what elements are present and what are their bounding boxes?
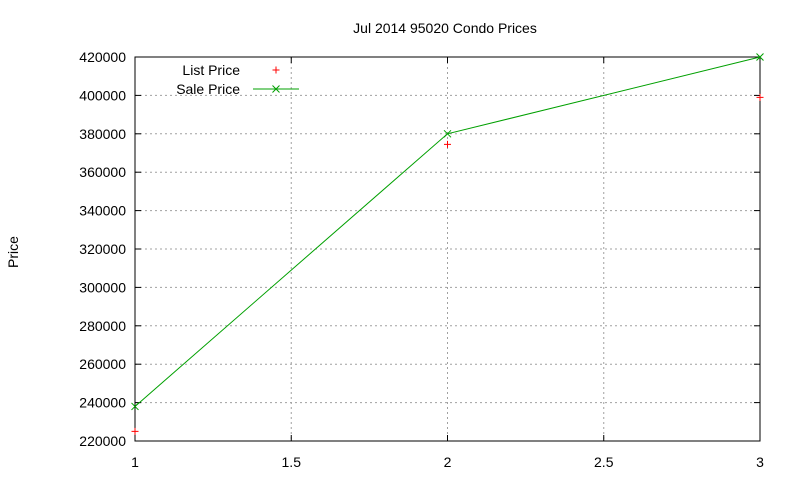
series bbox=[131, 53, 764, 435]
data-point bbox=[444, 140, 451, 148]
y-tick-label: 280000 bbox=[79, 318, 126, 334]
chart-title: Jul 2014 95020 Condo Prices bbox=[353, 20, 537, 36]
y-tick-label: 360000 bbox=[79, 164, 126, 180]
y-tick-label: 420000 bbox=[79, 49, 126, 65]
axis-ticks bbox=[134, 56, 761, 442]
legend-label: List Price bbox=[182, 62, 240, 78]
data-point bbox=[443, 129, 452, 138]
y-tick-label: 220000 bbox=[79, 433, 126, 449]
x-tick-label: 2.5 bbox=[594, 454, 614, 470]
x-tick-labels: 1 1.5 2 2.5 3 bbox=[131, 454, 764, 470]
series-list-price bbox=[131, 93, 764, 435]
grid-lines bbox=[135, 57, 760, 441]
y-tick-labels: 220000 240000 260000 280000 300000 320000 3400… bbox=[79, 49, 126, 449]
y-tick-label: 240000 bbox=[79, 395, 126, 411]
x-tick-label: 1 bbox=[131, 454, 139, 470]
data-point bbox=[756, 93, 764, 101]
data-point bbox=[131, 402, 139, 411]
y-tick-label: 380000 bbox=[79, 126, 126, 142]
legend-marker bbox=[272, 85, 280, 93]
y-tick-label: 340000 bbox=[79, 203, 126, 219]
series-sale-price bbox=[131, 53, 764, 411]
data-point bbox=[756, 53, 764, 61]
legend-label: Sale Price bbox=[176, 81, 240, 97]
x-tick-label: 3 bbox=[756, 454, 764, 470]
data-point bbox=[131, 427, 139, 435]
series-line bbox=[134, 56, 761, 407]
y-tick-label: 300000 bbox=[79, 279, 126, 295]
legend-marker bbox=[272, 66, 280, 74]
y-axis-label: Price bbox=[5, 236, 21, 268]
y-tick-label: 260000 bbox=[79, 356, 126, 372]
y-tick-label: 400000 bbox=[79, 87, 126, 103]
y-tick-label: 320000 bbox=[79, 241, 126, 257]
x-tick-label: 1.5 bbox=[282, 454, 302, 470]
legend: List Price Sale Price bbox=[176, 62, 299, 97]
x-tick-label: 2 bbox=[444, 454, 452, 470]
